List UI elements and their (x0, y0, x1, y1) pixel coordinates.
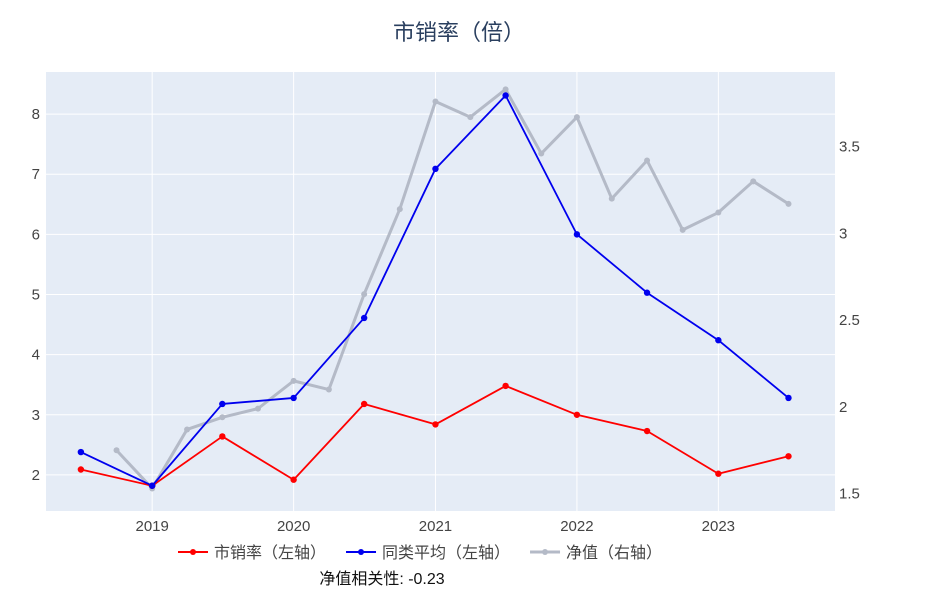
y-right-tick-label: 2.5 (839, 312, 860, 329)
y-left-tick-label: 3 (32, 407, 40, 424)
data-point (644, 157, 651, 164)
data-point (361, 291, 368, 298)
y-left-tick-label: 8 (32, 106, 40, 123)
x-tick-label: 2021 (419, 518, 452, 535)
correlation-note: 净值相关性: -0.23 (319, 570, 444, 588)
legend-swatch-marker (190, 549, 196, 555)
y-left-tick-label: 7 (32, 166, 40, 183)
data-point (77, 466, 85, 473)
data-point (290, 394, 297, 402)
y-left-tick-label: 6 (32, 226, 40, 243)
legend-label: 同类平均（左轴） (382, 544, 510, 562)
data-point (77, 448, 85, 456)
data-point (715, 337, 722, 344)
data-point (254, 405, 261, 412)
series-lines (77, 86, 792, 492)
legend-item[interactable]: 净值（右轴） (530, 544, 662, 562)
y-left-tick-label: 2 (32, 467, 40, 484)
y-right-tick-label: 1.5 (839, 486, 860, 503)
data-point (679, 226, 686, 233)
gridlines (46, 72, 835, 511)
data-point (113, 447, 120, 454)
legend-swatch-marker (542, 549, 549, 555)
plot-area (46, 72, 835, 511)
data-point (219, 414, 226, 421)
legend-item[interactable]: 同类平均（左轴） (346, 544, 510, 562)
legend-item[interactable]: 市销率（左轴） (178, 544, 326, 562)
data-point (785, 394, 792, 402)
data-point (396, 206, 403, 213)
legend-label: 市销率（左轴） (214, 544, 326, 562)
data-point (219, 433, 226, 440)
data-point (219, 400, 226, 408)
x-tick-label: 2020 (277, 518, 310, 535)
data-point (502, 382, 509, 390)
y-right-tick-label: 2 (839, 399, 847, 416)
data-point (573, 114, 580, 121)
data-point (573, 231, 581, 238)
data-point (432, 165, 439, 173)
data-point (643, 289, 651, 296)
y-right-tick-label: 3 (839, 225, 847, 242)
data-point (502, 92, 509, 99)
data-point (360, 400, 368, 408)
data-point (290, 377, 297, 384)
legend-label: 净值（右轴） (566, 544, 662, 562)
chart-title: 市销率（倍） (393, 20, 525, 45)
data-point (750, 178, 757, 185)
x-tick-label: 2022 (560, 518, 593, 535)
y-left-tick-label: 4 (32, 347, 40, 364)
data-point (148, 482, 156, 489)
data-point (502, 86, 509, 93)
data-point (715, 470, 722, 477)
data-point (538, 150, 545, 157)
legend-swatch-marker (358, 549, 365, 555)
data-point (184, 426, 191, 433)
data-point (432, 421, 439, 428)
data-point (573, 411, 581, 418)
data-point (360, 314, 368, 322)
data-point (290, 476, 297, 483)
y-right-tick-label: 3.5 (839, 139, 860, 156)
x-tick-label: 2023 (702, 518, 735, 535)
data-point (325, 386, 332, 393)
data-point (608, 195, 615, 202)
y-left-tick-label: 5 (32, 287, 40, 304)
legend[interactable]: 市销率（左轴） 同类平均（左轴） 净值（右轴） (178, 544, 662, 562)
data-point (643, 427, 651, 435)
series-line (115, 87, 790, 490)
data-point (715, 209, 722, 216)
axis-ticks: 2 3 4 5 6 7 8 1.5 2 2.5 3 3.5 2019 2020 2021 2022 2023 (32, 106, 860, 535)
data-point (432, 98, 439, 105)
data-point (785, 453, 792, 460)
x-tick-label: 2019 (135, 518, 168, 535)
data-point (785, 200, 792, 207)
data-point (467, 114, 474, 121)
